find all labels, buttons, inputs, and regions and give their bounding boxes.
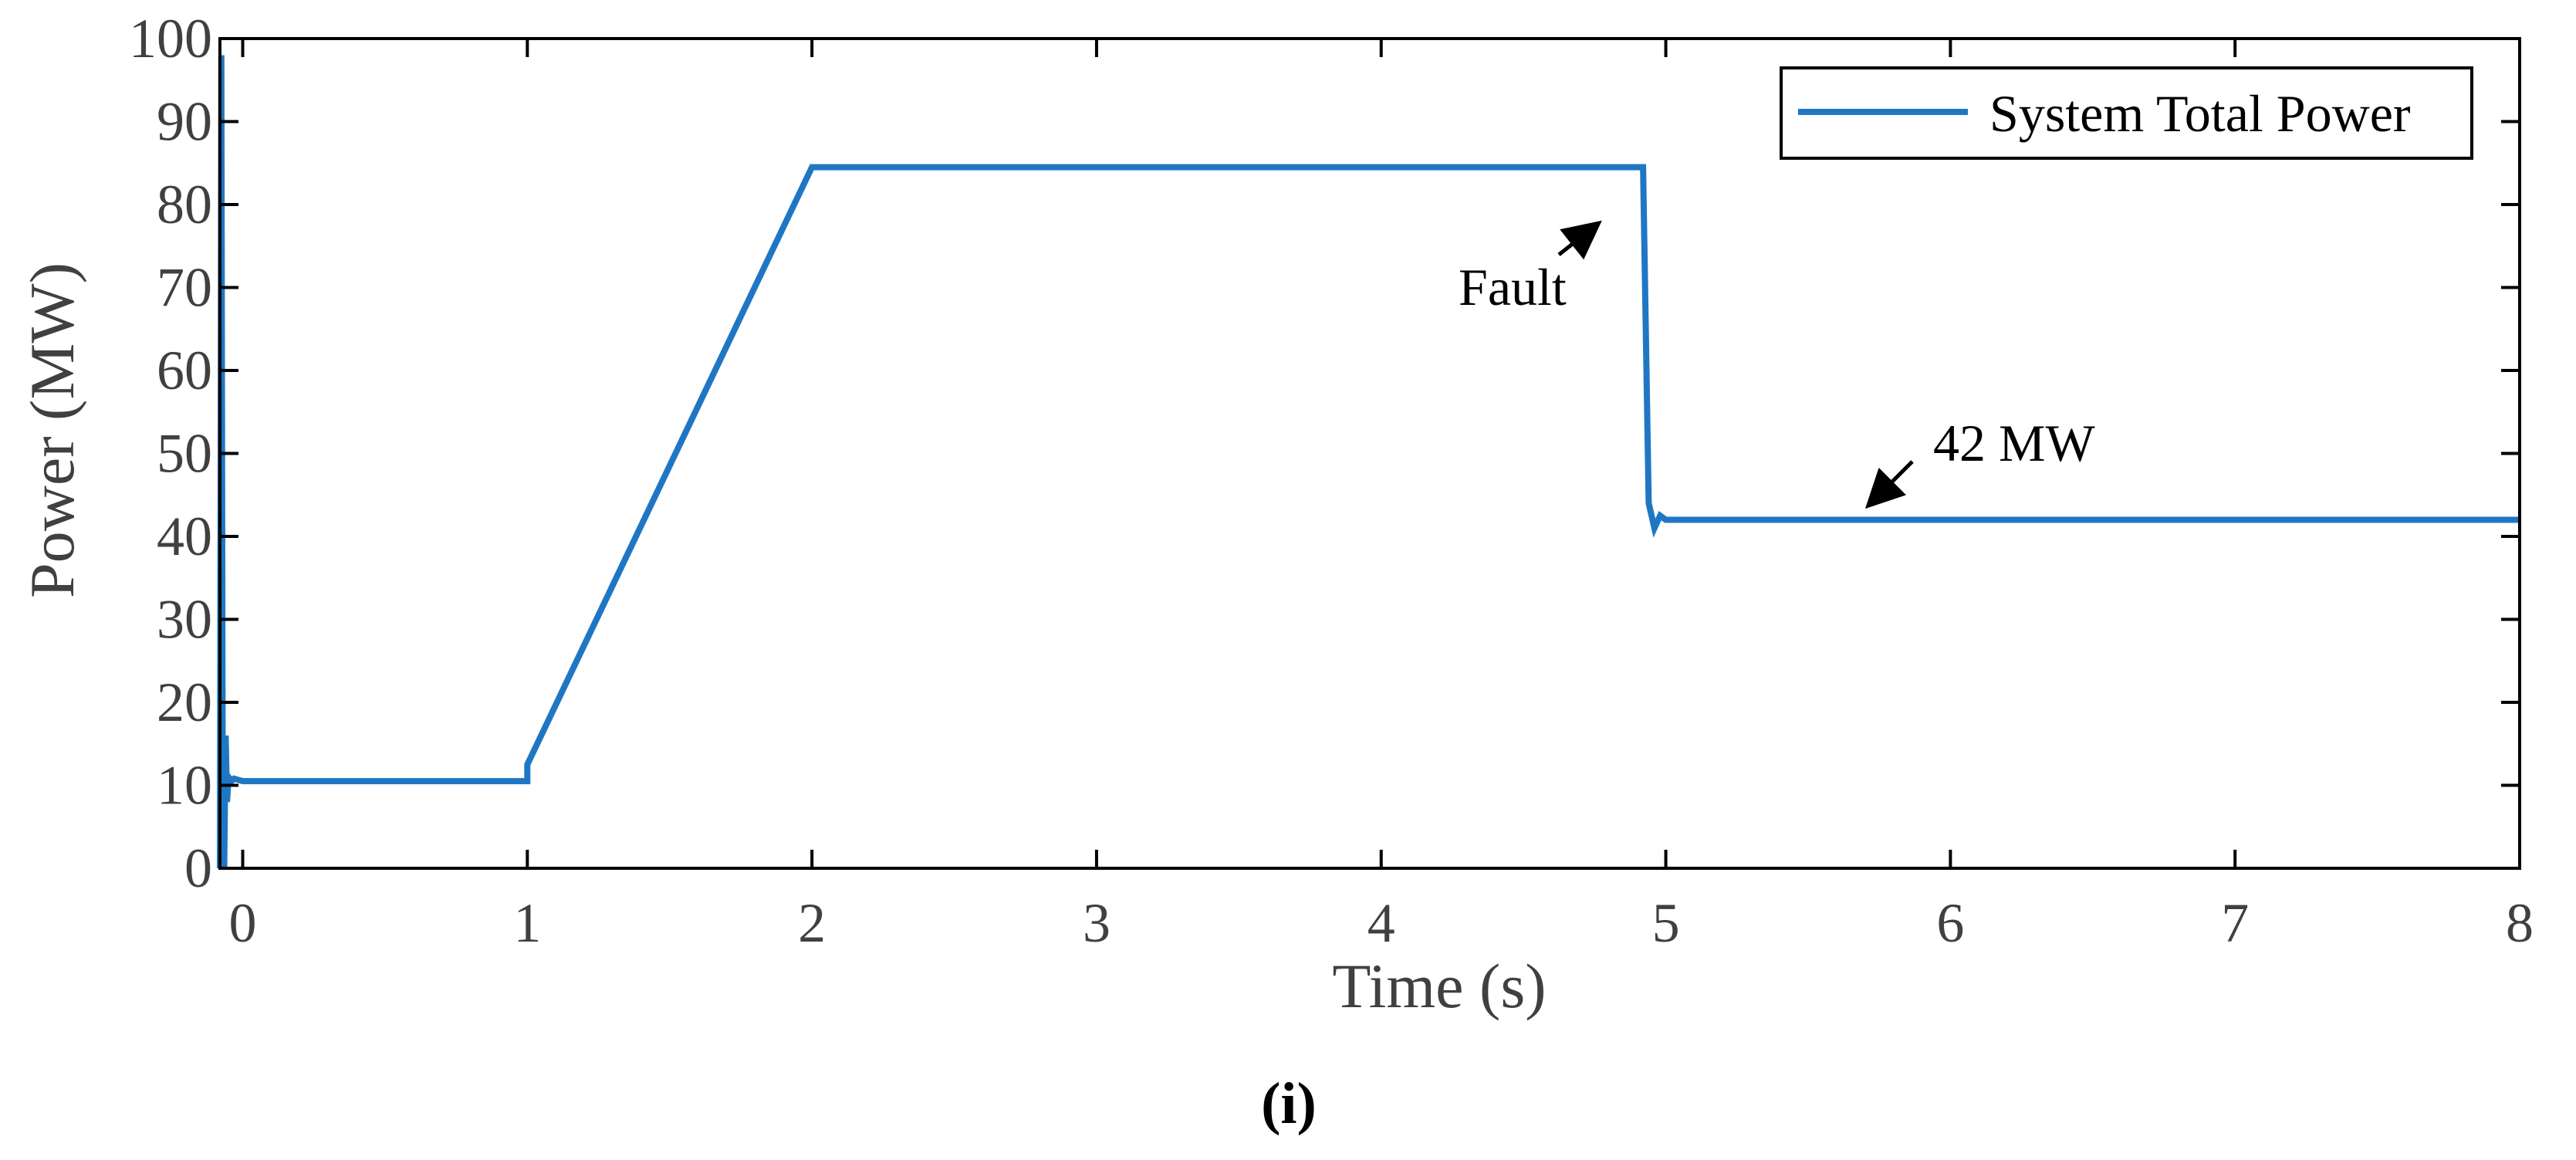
y-tick-label: 40: [157, 506, 212, 567]
y-tick-label: 60: [157, 340, 212, 401]
y-tick-label: 70: [157, 257, 212, 319]
legend: System Total Power: [1780, 66, 2473, 160]
x-axis-label: Time (s): [1332, 951, 1546, 1021]
plot-area: [217, 55, 2520, 869]
y-tick-label: 30: [157, 589, 212, 651]
x-tick-label: 6: [1936, 892, 1964, 954]
y-tick-label: 10: [157, 755, 212, 817]
series-line-0: [217, 55, 2520, 869]
y-tick-label: 50: [157, 423, 212, 485]
x-tick-label: 3: [1083, 892, 1111, 954]
x-tick-label: 7: [2221, 892, 2249, 954]
y-axis-label: Power (MW): [17, 262, 87, 598]
x-tick-label: 2: [798, 892, 826, 954]
y-tick-label: 100: [129, 8, 212, 69]
plot-frame: [218, 37, 2521, 870]
y-tick-label: 90: [157, 91, 212, 153]
annotation-label: Fault: [1459, 258, 1567, 316]
x-tick-label: 1: [513, 892, 541, 954]
y-tick-label: 20: [157, 671, 212, 733]
annotation-arrow: [1557, 220, 1602, 260]
legend-label: System Total Power: [1989, 84, 2411, 143]
annotation-arrow: [1864, 460, 1914, 509]
annotation-label: 42 MW: [1933, 414, 2095, 472]
figure-caption: (i): [1261, 1071, 1317, 1136]
x-tick-label: 4: [1367, 892, 1395, 954]
y-tick-label: 80: [157, 174, 212, 235]
x-tick-label: 8: [2506, 892, 2534, 954]
x-tick-label: 0: [229, 892, 257, 954]
annotations: Fault 42 MW: [1459, 220, 2095, 509]
y-tick-label: 0: [184, 837, 212, 899]
axis-ticks: [220, 37, 2521, 870]
x-tick-label: 5: [1652, 892, 1680, 954]
